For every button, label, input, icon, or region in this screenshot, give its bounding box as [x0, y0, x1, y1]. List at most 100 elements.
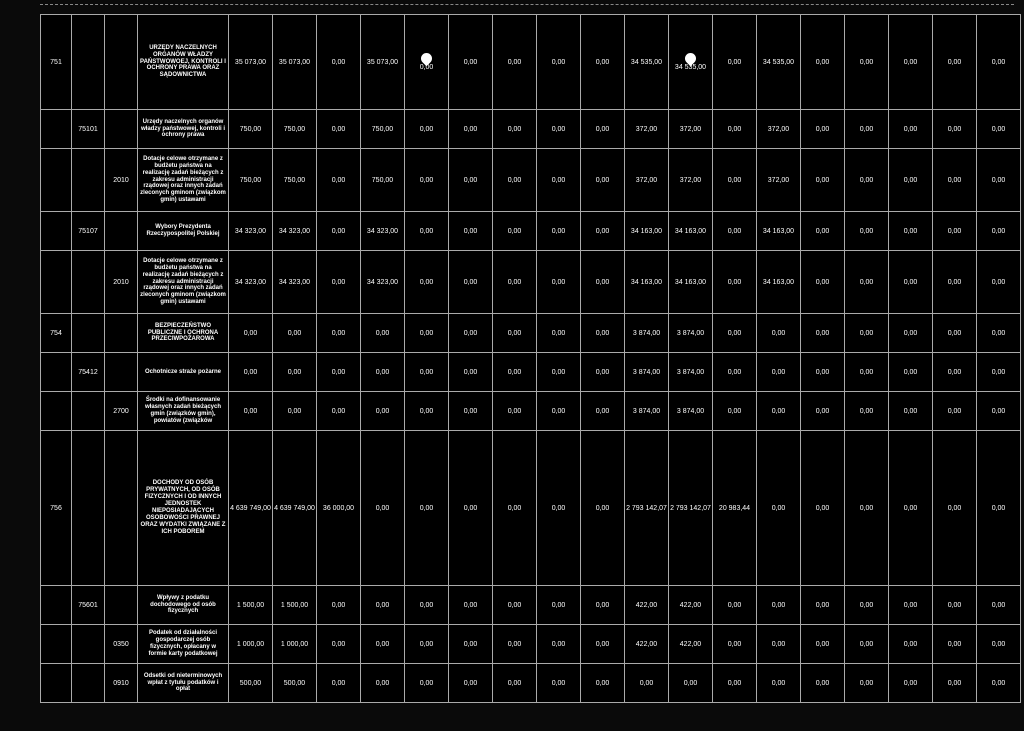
value-cell: 0,00 — [713, 149, 757, 212]
value-cell: 0,00 — [801, 431, 845, 586]
value-cell: 0,00 — [405, 251, 449, 314]
code-cell — [72, 625, 105, 664]
value-cell: 35 073,00 — [229, 15, 273, 110]
value-cell: 2 793 142,07 — [625, 431, 669, 586]
value-cell: 0,00 — [933, 586, 977, 625]
value-cell: 0,00 — [581, 392, 625, 431]
table-row: 2700Środki na dofinansowanie własnych za… — [41, 392, 1021, 431]
value-cell: 0,00 — [449, 586, 493, 625]
value-cell: 0,00 — [933, 15, 977, 110]
value-cell: 0,00 — [493, 212, 537, 251]
value-cell: 34 163,00 — [625, 212, 669, 251]
value-cell: 0,00 — [449, 15, 493, 110]
value-cell: 0,00 — [449, 314, 493, 353]
code-cell — [105, 353, 138, 392]
code-cell — [41, 251, 72, 314]
value-cell: 34 323,00 — [229, 212, 273, 251]
value-cell: 0,00 — [581, 664, 625, 703]
code-cell: 75101 — [72, 110, 105, 149]
code-cell — [41, 392, 72, 431]
value-cell: 0,00 — [449, 149, 493, 212]
value-cell: 0,00 — [493, 431, 537, 586]
value-cell: 0,00 — [845, 15, 889, 110]
value-cell: 0,00 — [845, 353, 889, 392]
value-cell: 3 874,00 — [669, 392, 713, 431]
value-cell: 0,00 — [581, 110, 625, 149]
value-cell: 0,00 — [581, 625, 625, 664]
value-cell: 0,00 — [757, 353, 801, 392]
value-cell: 0,00 — [493, 251, 537, 314]
value-cell: 0,00 — [977, 251, 1021, 314]
label-cell: Urzędy naczelnych organów władzy państwo… — [138, 110, 229, 149]
code-cell — [72, 664, 105, 703]
value-cell: 422,00 — [625, 625, 669, 664]
label-cell: DOCHODY OD OSÓB PRYWATNYCH, OD OSÓB FIZY… — [138, 431, 229, 586]
value-cell: 372,00 — [757, 149, 801, 212]
value-cell: 0,00 — [801, 625, 845, 664]
value-cell: 0,00 — [449, 212, 493, 251]
value-cell: 0,00 — [889, 586, 933, 625]
value-cell: 0,00 — [889, 110, 933, 149]
value-cell: 0,00 — [713, 625, 757, 664]
code-cell — [72, 15, 105, 110]
value-cell: 0,00 — [493, 110, 537, 149]
budget-table: 751URZĘDY NACZELNYCH ORGANÓW WŁADZY PAŃS… — [40, 14, 1021, 703]
table-row: 75101 Urzędy naczelnych organów władzy pa… — [41, 110, 1021, 149]
value-cell: 0,00 — [537, 149, 581, 212]
value-cell: 0,00 — [757, 664, 801, 703]
value-cell: 0,00 — [889, 664, 933, 703]
code-cell: 75601 — [72, 586, 105, 625]
label-cell: Dotacje celowe otrzymane z budżetu państ… — [138, 251, 229, 314]
code-cell — [105, 15, 138, 110]
value-cell: 0,00 — [977, 431, 1021, 586]
code-cell: 0910 — [105, 664, 138, 703]
value-cell: 0,00 — [845, 431, 889, 586]
table-row: 75107Wybory Prezydenta Rzeczypospolitej … — [41, 212, 1021, 251]
code-cell — [72, 431, 105, 586]
value-cell: 0,00 — [493, 149, 537, 212]
value-cell: 0,00 — [801, 664, 845, 703]
value-cell: 0,00 — [581, 251, 625, 314]
value-cell: 0,00 — [317, 251, 361, 314]
value-cell: 0,00 — [405, 664, 449, 703]
code-cell — [72, 149, 105, 212]
value-cell: 0,00 — [405, 392, 449, 431]
value-cell: 34 323,00 — [361, 212, 405, 251]
value-cell: 0,00 — [757, 586, 801, 625]
value-cell: 1 500,00 — [229, 586, 273, 625]
value-cell: 0,00 — [933, 625, 977, 664]
value-cell: 0,00 — [933, 149, 977, 212]
code-cell: 0350 — [105, 625, 138, 664]
code-cell: 751 — [41, 15, 72, 110]
value-cell: 0,00 — [449, 392, 493, 431]
value-cell: 0,00 — [361, 353, 405, 392]
value-cell: 0,00 — [493, 625, 537, 664]
code-cell — [105, 212, 138, 251]
value-cell: 0,00 — [977, 314, 1021, 353]
value-cell: 750,00 — [361, 110, 405, 149]
label-cell: Dotacje celowe otrzymane z budżetu państ… — [138, 149, 229, 212]
value-cell: 0,00 — [933, 392, 977, 431]
value-cell: 0,00 — [713, 392, 757, 431]
value-cell: 0,00 — [845, 149, 889, 212]
value-cell: 4 639 749,00 — [229, 431, 273, 586]
value-cell: 34 323,00 — [229, 251, 273, 314]
value-cell: 34 535,00 — [669, 15, 713, 110]
value-cell: 34 535,00 — [625, 15, 669, 110]
value-cell: 0,00 — [845, 664, 889, 703]
value-cell: 0,00 — [493, 664, 537, 703]
value-cell: 500,00 — [273, 664, 317, 703]
code-cell — [41, 212, 72, 251]
value-cell: 0,00 — [933, 110, 977, 149]
value-cell: 0,00 — [361, 314, 405, 353]
value-cell: 0,00 — [493, 586, 537, 625]
value-cell: 0,00 — [537, 15, 581, 110]
value-cell: 0,00 — [889, 212, 933, 251]
value-cell: 0,00 — [801, 212, 845, 251]
value-cell: 3 874,00 — [625, 392, 669, 431]
value-cell: 0,00 — [581, 353, 625, 392]
value-cell: 0,00 — [449, 110, 493, 149]
label-cell: Odsetki od nieterminowych wpłat z tytułu… — [138, 664, 229, 703]
value-cell: 0,00 — [405, 212, 449, 251]
code-cell — [41, 664, 72, 703]
